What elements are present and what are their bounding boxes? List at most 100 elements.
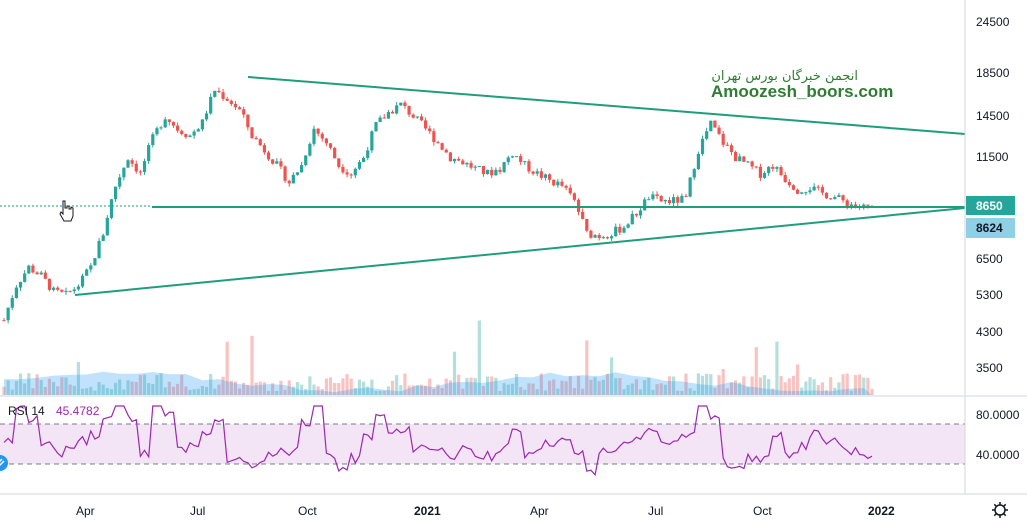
volume-bar (192, 389, 196, 395)
volume-bar (378, 390, 382, 395)
volume-bar (407, 385, 411, 395)
volume-bar (353, 387, 357, 395)
candle-body (762, 173, 767, 178)
volume-bar (349, 378, 353, 395)
volume-bar (432, 388, 436, 395)
candle-body (610, 236, 614, 239)
candle-body (35, 272, 39, 275)
candle-body (514, 156, 519, 158)
volume-bar (262, 382, 266, 395)
rsi-axis[interactable]: 80.0000 40.0000 (964, 396, 1020, 494)
candle-body (527, 161, 531, 172)
candle-body (853, 204, 858, 207)
volume-bar (816, 385, 820, 395)
volume-bar (680, 390, 684, 395)
candle-body (556, 181, 560, 186)
volume-bar (374, 390, 378, 395)
volume-bar (548, 380, 552, 395)
volume-bar (316, 386, 320, 395)
candle-body (473, 166, 477, 168)
volume-bar (176, 383, 180, 395)
candle-body (725, 144, 729, 146)
candle-body (568, 187, 572, 194)
volume-bar (539, 373, 543, 395)
candle-body (411, 114, 415, 118)
time-tick-2022: 2022 (868, 504, 895, 518)
volume-bar (552, 379, 556, 395)
volume-bar (337, 383, 341, 395)
candle-body (93, 258, 97, 266)
price-axis[interactable]: 24500 18500 14500 11500 8650 8624 6500 5… (964, 0, 1015, 395)
volume-bar (804, 381, 808, 395)
candles-layer (2, 87, 874, 324)
volume-bar (27, 373, 31, 395)
settings-gear-icon[interactable] (992, 502, 1008, 518)
volume-bar (242, 382, 246, 395)
candle-body (399, 102, 403, 106)
watermark-english: Amoozesh_boors.com (711, 82, 893, 101)
candle-body (783, 175, 787, 183)
volume-bar (618, 377, 622, 395)
candle-body (362, 157, 366, 163)
time-tick-oct-2020: Oct (298, 504, 317, 518)
volume-bar (581, 388, 585, 395)
volume-bar (345, 374, 349, 395)
volume-bar (291, 386, 295, 395)
candle-body (31, 265, 35, 273)
candle-body (622, 227, 626, 233)
candle-body (800, 192, 804, 194)
candle-body (225, 98, 229, 101)
candle-body (312, 128, 316, 144)
volume-bar (858, 374, 862, 395)
volume-bar (324, 378, 328, 395)
volume-bar (568, 376, 572, 395)
candle-body (200, 119, 204, 130)
volume-ma-area (4, 371, 872, 395)
candle-body (585, 218, 589, 231)
volume-bar (52, 382, 56, 395)
volume-bar (812, 379, 816, 395)
volume-bar (490, 376, 494, 395)
candle-body (424, 120, 428, 129)
candle-body (672, 197, 676, 204)
candle-body (403, 102, 407, 107)
time-axis[interactable]: Apr Jul Oct 2021 Apr Jul Oct 2022 (0, 493, 1027, 518)
candle-body (721, 133, 725, 145)
candle-body (510, 156, 514, 158)
volume-bar (473, 377, 477, 395)
volume-bar (742, 376, 746, 395)
volume-bar (171, 386, 176, 395)
candle-body (308, 143, 312, 156)
candle-body (353, 168, 357, 176)
candle-body (824, 192, 829, 199)
price-tick-14500: 14500 (976, 109, 1010, 123)
volume-bar (10, 389, 14, 395)
volume-bar (800, 387, 804, 395)
volume-bar (502, 383, 506, 395)
candle-body (837, 195, 841, 198)
volume-bar (597, 381, 601, 395)
rsi-tick-80: 80.0000 (976, 408, 1020, 422)
volume-bar (829, 377, 833, 395)
volume-bar (771, 388, 775, 395)
volume-bar (531, 383, 535, 395)
rsi-title: RSI 14 (8, 404, 45, 418)
candle-body (490, 169, 494, 176)
volume-bar (250, 335, 254, 395)
candle-body (643, 199, 647, 211)
candle-body (696, 153, 700, 170)
candle-body (366, 150, 370, 158)
volume-bar (97, 382, 101, 395)
volume-bar (523, 389, 527, 395)
volume-bar (64, 377, 68, 395)
cloud-icon[interactable] (0, 455, 8, 471)
candle-body (180, 130, 184, 135)
candle-body (320, 133, 324, 139)
volume-bar (395, 375, 399, 395)
volume-bar (783, 382, 787, 395)
candle-body (109, 199, 114, 218)
candle-body (705, 131, 709, 139)
candle-body (39, 272, 43, 275)
candle-body (47, 278, 52, 290)
candle-body (436, 142, 440, 144)
